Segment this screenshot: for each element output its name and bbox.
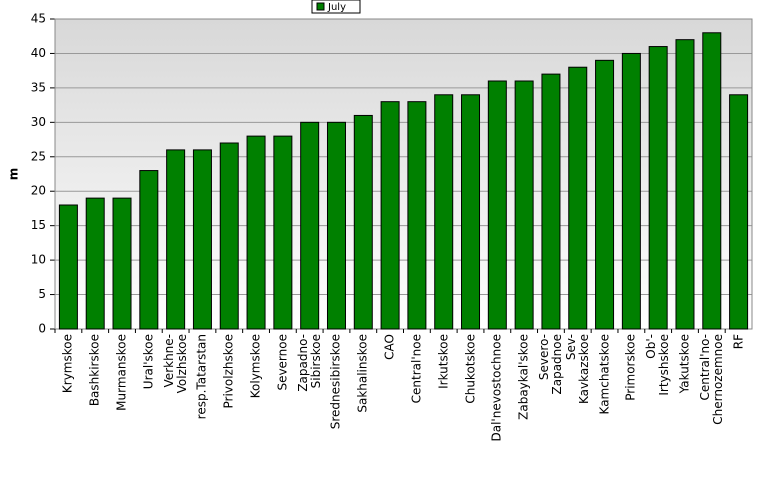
x-tick-label: Severo- Zapadnoe (536, 334, 564, 395)
bar (273, 135, 293, 330)
x-tick-label: Sev- Kavkazskoe (563, 334, 591, 405)
x-tick-label: Irkutskoe (436, 334, 451, 389)
x-tick-label: Murmanskoe (114, 334, 129, 411)
bar (139, 170, 159, 330)
y-tick-label: 25 (31, 149, 46, 163)
x-tick-label: Krymskoe (60, 334, 75, 394)
x-tick-label: Verkhne- Volzhskoe (161, 334, 189, 394)
y-tick-label: 40 (31, 46, 46, 60)
x-tick-label: Primorskoe (623, 334, 638, 401)
x-tick-label: Zabaykal'skoe (516, 334, 531, 420)
bar (568, 66, 588, 330)
bar (621, 52, 641, 330)
x-tick-label: Ural'skoe (141, 334, 156, 390)
y-tick-label: 10 (31, 253, 46, 267)
bar (461, 94, 481, 330)
bar (434, 94, 454, 330)
bar (85, 197, 105, 330)
y-tick-label: 35 (31, 80, 46, 94)
x-tick-label: Chukotskoe (463, 334, 478, 404)
x-tick-label: Kamchatskoe (597, 334, 612, 415)
x-tick-label: Sakhalinskoe (355, 334, 370, 413)
x-tick-label: Bashkirskoe (87, 334, 102, 407)
y-tick-label: 0 (38, 322, 46, 336)
bar (192, 149, 212, 330)
x-tick-label: CAO (382, 334, 397, 360)
x-tick-label: Srednesibirskoe (328, 334, 343, 430)
bar (326, 121, 346, 330)
bar (112, 197, 132, 330)
bar (58, 204, 78, 330)
x-tick-label: Dal'nevostochnoe (489, 334, 504, 442)
bar (407, 101, 427, 330)
x-tick-label: Kolymskoe (248, 334, 263, 399)
bar (702, 32, 722, 330)
y-tick-label: 20 (31, 184, 46, 198)
y-tick-label: 30 (31, 115, 46, 129)
bar (487, 80, 507, 330)
x-tick-label: Central'no- Chernozemnoe (697, 334, 725, 425)
y-axis-label: m (7, 168, 21, 181)
bar (541, 73, 561, 330)
bar (300, 121, 320, 330)
bar (219, 142, 239, 330)
x-tick-label: resp.Tatarstan (194, 334, 209, 420)
bar (166, 149, 186, 330)
x-tick-label: RF (731, 334, 746, 350)
bar (675, 39, 695, 330)
legend-label: July (327, 2, 346, 13)
x-tick-label: Yakutskoe (677, 334, 692, 394)
x-tick-label: Zapadno- Sibirskoe (295, 334, 323, 392)
x-tick-label: Central'noe (409, 334, 424, 404)
bar (514, 80, 534, 330)
bar (380, 101, 400, 330)
x-tick-label: Ob'- Irtyshskoe (644, 334, 672, 396)
bar (246, 135, 266, 330)
bar (729, 94, 749, 330)
bar (595, 59, 615, 330)
y-tick-label: 45 (31, 12, 46, 26)
bar (353, 114, 373, 330)
x-tick-label: Privolzhskoe (221, 334, 236, 409)
legend-swatch (316, 2, 325, 11)
bar (648, 46, 668, 330)
y-tick-label: 5 (38, 287, 46, 301)
plot-area (55, 19, 752, 329)
y-tick-label: 15 (31, 218, 46, 232)
x-tick-label: Severnoe (275, 334, 290, 391)
